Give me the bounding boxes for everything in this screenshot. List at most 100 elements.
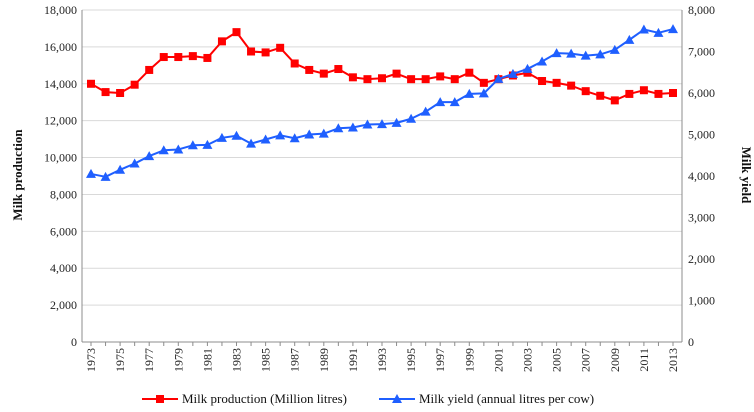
yield-point: [668, 24, 678, 34]
axes: [81, 10, 683, 346]
production-point: [101, 88, 110, 97]
yield-point: [493, 73, 504, 83]
yield-point: [362, 119, 373, 129]
yield-point: [304, 129, 315, 139]
production-point: [654, 89, 663, 98]
production-point: [116, 89, 125, 97]
production-point: [305, 65, 314, 74]
y-axis-right-title: Milk yield: [739, 147, 754, 204]
production-point: [552, 78, 561, 87]
yield-point: [202, 139, 213, 149]
x-tick-label: 2005: [550, 348, 564, 372]
x-tick-label: 2009: [608, 348, 622, 372]
production-point: [407, 75, 416, 84]
yield-point: [609, 44, 620, 54]
yield-point: [507, 68, 518, 78]
yield-point: [187, 140, 198, 150]
x-tick-label: 1993: [375, 348, 389, 372]
production-point: [348, 73, 357, 82]
x-tick-label: 1985: [259, 348, 273, 372]
yield-point: [391, 117, 402, 127]
yield-point: [566, 48, 577, 58]
production-point: [378, 74, 386, 83]
production-point: [538, 77, 547, 86]
production-point: [247, 47, 256, 56]
x-tick-label: 1983: [230, 348, 244, 372]
production-point: [290, 59, 299, 68]
production-point: [581, 87, 590, 96]
production-point: [436, 72, 445, 81]
yield-point: [435, 97, 446, 107]
x-tick-label: 1981: [200, 348, 214, 372]
legend: Milk production (Million litres) Milk yi…: [142, 391, 594, 406]
y-tick-label-left: 16,000: [44, 40, 77, 54]
legend-label-yield: Milk yield (annual litres per cow): [419, 391, 594, 406]
production-point: [203, 53, 212, 62]
production-point: [450, 75, 459, 84]
yield-point: [377, 119, 387, 129]
x-tick-label: 1979: [171, 348, 185, 372]
yield-point: [580, 50, 591, 60]
x-tick-label: 1977: [142, 348, 156, 372]
production-point: [465, 68, 474, 77]
x-tick-label: 1987: [288, 348, 302, 372]
y-tick-label-right: 0: [688, 335, 694, 349]
production-point: [232, 28, 241, 37]
y-tick-label-left: 0: [71, 335, 77, 349]
yield-point: [289, 133, 300, 143]
y-tick-label-right: 4,000: [688, 169, 715, 183]
yield-point: [624, 34, 635, 44]
y-tick-label-right: 6,000: [688, 86, 715, 100]
production-point: [363, 75, 372, 84]
yield-point: [537, 56, 548, 66]
yield-point: [333, 123, 344, 133]
yield-point: [158, 145, 169, 155]
x-tick-label: 1989: [317, 348, 331, 372]
legend-label-production: Milk production (Million litres): [182, 391, 347, 406]
production-point: [639, 86, 648, 95]
y-axis-left-title: Milk production: [10, 129, 25, 221]
yield-point: [406, 113, 417, 123]
production-point: [261, 48, 270, 57]
y-tick-label-left: 6,000: [50, 224, 77, 238]
legend-marker-yield: [392, 394, 402, 403]
x-tick-label: 1991: [346, 348, 360, 372]
yield-point: [595, 49, 606, 59]
legend-item-production: Milk production (Million litres): [142, 391, 347, 406]
y-tick-label-right: 3,000: [688, 211, 715, 225]
production-point: [188, 52, 197, 61]
x-tick-label: 1975: [113, 348, 127, 372]
x-tick-label: 2003: [521, 348, 535, 372]
yield-point: [260, 134, 271, 144]
production-point: [174, 53, 183, 62]
y-tick-label-right: 2,000: [688, 252, 715, 266]
yield-point: [275, 130, 286, 140]
y-tick-label-left: 10,000: [44, 151, 77, 165]
yield-point: [653, 27, 664, 37]
x-tick-label: 2001: [491, 348, 505, 372]
yield-point: [449, 97, 460, 107]
production-point: [87, 79, 95, 88]
yield-point: [86, 168, 96, 178]
production-point: [479, 78, 488, 87]
x-tick-label: 2013: [666, 348, 680, 372]
production-point: [625, 89, 634, 98]
yield-point: [100, 171, 111, 181]
series-layer: [86, 24, 678, 181]
x-tick-label: 2007: [579, 348, 593, 372]
yield-point: [318, 128, 329, 138]
production-point: [392, 69, 401, 78]
production-point: [421, 75, 430, 84]
y-tick-label-left: 8,000: [50, 187, 77, 201]
yield-point: [551, 48, 562, 58]
y-tick-label-left: 4,000: [50, 261, 77, 275]
yield-point: [347, 122, 358, 132]
x-tick-label: 1973: [84, 348, 98, 372]
y-tick-label-left: 18,000: [44, 3, 77, 17]
yield-point: [464, 88, 475, 98]
production-point: [276, 43, 285, 52]
y-tick-label-left: 2,000: [50, 298, 77, 312]
y-tick-label-right: 1,000: [688, 294, 715, 308]
y-tick-label-right: 8,000: [688, 3, 715, 17]
y-tick-label-left: 12,000: [44, 114, 77, 128]
